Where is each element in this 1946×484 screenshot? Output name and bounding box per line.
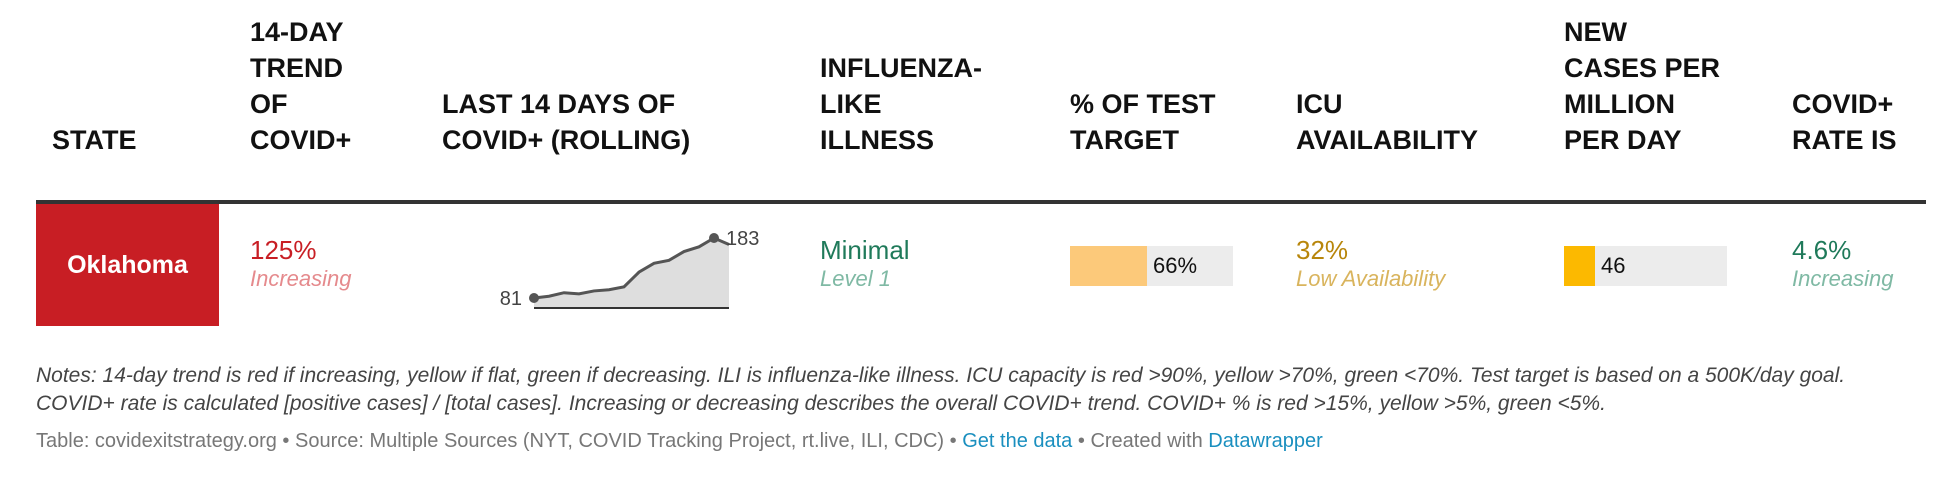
footer-created: Created with xyxy=(1090,430,1203,452)
sparkline-area xyxy=(534,238,729,308)
header-divider xyxy=(36,200,1926,204)
sparkline-start-point xyxy=(529,293,539,303)
rate-label: Increasing xyxy=(1792,266,1894,291)
test-target-bar: 66% xyxy=(1070,246,1233,286)
trend-value: 125% xyxy=(250,235,317,265)
header-new-cases: NEW CASES PER MILLION PER DAY xyxy=(1564,17,1721,155)
sparkline-start-label: 81 xyxy=(500,288,522,310)
new-cases-bar: 46 xyxy=(1564,246,1727,286)
header-state: STATE xyxy=(52,125,137,155)
footer-table: Table: covidexitstrategy.org xyxy=(36,430,277,452)
footer: Table: covidexitstrategy.org • Source: M… xyxy=(36,430,1323,453)
trend-label: Increasing xyxy=(250,266,352,291)
ili-level: Level 1 xyxy=(820,266,891,291)
rate-value: 4.6% xyxy=(1792,235,1852,265)
get-data-link[interactable]: Get the data xyxy=(962,430,1073,452)
header-covid-rate: COVID+ RATE IS xyxy=(1792,89,1897,155)
icu-value: 32% xyxy=(1296,235,1349,265)
header-icu: ICU AVAILABILITY xyxy=(1296,89,1478,155)
ili-cell: Minimal Level 1 xyxy=(820,234,910,292)
notes-text: Notes: 14-day trend is red if increasing… xyxy=(36,364,1846,415)
table-row: Oklahoma 125% Increasing 81 183 Minimal L… xyxy=(36,204,1926,326)
new-cases-value: 46 xyxy=(1601,253,1626,278)
test-target-bar-fill xyxy=(1070,246,1147,286)
footer-separator: • xyxy=(949,430,957,452)
ili-value: Minimal xyxy=(820,235,910,265)
sparkline-chart: 81 183 xyxy=(500,228,760,310)
trend-cell: 125% Increasing xyxy=(250,234,352,292)
table-header: STATE 14-DAY TREND OF COVID+ LAST 14 DAY… xyxy=(36,17,1926,182)
header-test-target: % OF TEST TARGET xyxy=(1070,89,1216,155)
state-cell: Oklahoma xyxy=(36,204,219,326)
rate-cell: 4.6% Increasing xyxy=(1792,234,1894,292)
footer-source: Source: Multiple Sources (NYT, COVID Tra… xyxy=(295,430,945,452)
header-14day-trend: 14-DAY TREND OF COVID+ xyxy=(250,17,352,155)
icu-label: Low Availability xyxy=(1296,266,1446,291)
header-ili: INFLUENZA- LIKE ILLNESS xyxy=(820,53,982,155)
datawrapper-link[interactable]: Datawrapper xyxy=(1208,430,1323,452)
footer-separator: • xyxy=(282,430,290,452)
sparkline-end-point xyxy=(709,233,719,243)
icu-cell: 32% Low Availability xyxy=(1296,234,1445,292)
footer-separator: • xyxy=(1077,430,1085,452)
sparkline-end-label: 183 xyxy=(726,228,759,250)
header-last-14-days: LAST 14 DAYS OF COVID+ (ROLLING) xyxy=(442,89,691,155)
new-cases-bar-fill xyxy=(1564,246,1595,286)
test-target-value: 66% xyxy=(1153,253,1198,278)
sparkline-line xyxy=(533,236,730,300)
